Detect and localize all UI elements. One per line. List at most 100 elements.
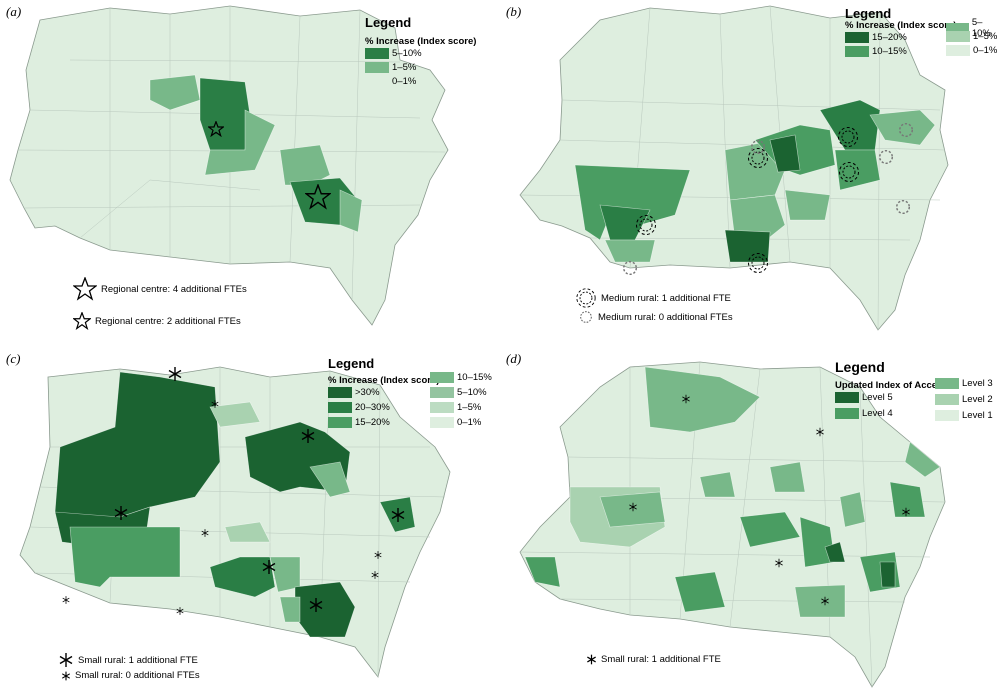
legend-swatch	[430, 417, 454, 428]
burst-small-icon	[878, 149, 894, 165]
map-c	[19, 366, 451, 678]
panel-c: (c) Legend % Increase (Index score) >30%…	[0, 347, 500, 694]
panel-a: (a) Legend % Increase (Index score) 5–10…	[0, 0, 500, 347]
burst-large-icon	[839, 162, 859, 182]
legend-item: Level 3	[935, 378, 993, 389]
legend-swatch	[935, 378, 959, 389]
legend-swatch	[935, 410, 959, 421]
asterisk-small-icon	[374, 551, 382, 559]
burst-small-icon	[750, 139, 766, 155]
legend-swatch	[845, 32, 869, 43]
burst-large-icon	[576, 288, 596, 308]
legend-title: Legend	[845, 6, 892, 21]
panel-label: (b)	[506, 4, 522, 19]
legend-item: 15–20%	[845, 32, 907, 43]
region-c8	[224, 521, 271, 543]
region-a3	[204, 109, 276, 176]
legend-swatch	[365, 48, 389, 59]
legend-item: 1–5%	[365, 62, 416, 73]
legend-swatch	[835, 408, 859, 419]
region-d8	[839, 491, 866, 528]
legend-item: 5–10%	[430, 387, 487, 398]
legend-item: Level 4	[835, 408, 893, 419]
legend-item: 20–30%	[328, 402, 390, 413]
legend-swatch	[365, 62, 389, 73]
star-large-icon	[305, 184, 331, 210]
panel-d: (d) Legend Updated Index of Access Level…	[500, 347, 1000, 694]
region-a6	[339, 189, 363, 233]
symbol-legend-row: Medium rural: 1 additional FTE	[575, 287, 731, 309]
asterisk-small-icon	[201, 529, 209, 537]
region-d16	[904, 441, 941, 478]
legend-item: 0–1%	[430, 417, 481, 428]
star-large-icon	[73, 277, 97, 301]
asterisk-small-icon	[682, 394, 690, 404]
legend-item: 1–5%	[430, 402, 481, 413]
legend-swatch	[835, 392, 859, 403]
legend-item: 0–1%	[946, 45, 997, 56]
region-a2	[199, 77, 251, 151]
legend-item: Level 1	[935, 410, 993, 421]
legend-title: Legend	[835, 359, 885, 375]
legend-swatch	[328, 387, 352, 398]
region-d1	[644, 366, 761, 433]
burst-large-icon	[838, 127, 858, 147]
legend-item: 10–15%	[430, 372, 492, 383]
burst-small-icon	[622, 260, 638, 276]
legend-swatch	[328, 402, 352, 413]
legend-swatch	[935, 394, 959, 405]
asterisk-small-icon	[775, 558, 783, 568]
legend-item: Level 5	[835, 392, 893, 403]
legend-swatch	[430, 372, 454, 383]
panel-label: (a)	[6, 4, 22, 19]
star-small-icon	[208, 121, 224, 137]
legend-swatch	[946, 45, 970, 56]
region-a1	[149, 74, 201, 111]
asterisk-small-icon	[211, 400, 219, 408]
legend-item: 10–15%	[845, 46, 907, 57]
asterisk-large-icon	[301, 429, 315, 443]
asterisk-small-icon	[371, 571, 379, 579]
region-c9	[209, 556, 276, 598]
symbol-legend-row: Regional centre: 4 additional FTEs	[73, 277, 247, 301]
asterisk-small-icon	[587, 654, 596, 665]
asterisk-large-icon	[168, 367, 182, 381]
region-b9	[834, 149, 881, 191]
legend-subtitle: % Increase (Index score)	[365, 36, 477, 47]
symbol-legend-row: Small rural: 1 additional FTE	[58, 652, 198, 668]
region-d15	[889, 481, 926, 518]
legend-swatch	[365, 76, 389, 87]
legend-item: 1–5%	[946, 31, 997, 42]
burst-large-icon	[748, 253, 768, 273]
symbol-legend-row: Small rural: 1 additional FTE	[586, 654, 721, 665]
region-d14	[769, 461, 806, 493]
burst-small-icon	[580, 311, 592, 323]
region-b12	[784, 189, 831, 221]
legend-subtitle: % Increase (Index score)	[845, 20, 957, 31]
asterisk-large-icon	[114, 506, 128, 520]
legend-swatch	[946, 22, 969, 34]
symbol-legend-row: Small rural: 0 additional FTEs	[61, 670, 200, 681]
region-d12	[794, 584, 846, 618]
region-d5	[739, 511, 801, 548]
legend-item: >30%	[328, 387, 380, 398]
asterisk-small-icon	[629, 502, 637, 512]
region-d4	[699, 471, 736, 498]
region-d7	[824, 541, 846, 563]
region-c6	[309, 461, 351, 498]
asterisk-large-icon	[391, 508, 405, 522]
asterisk-small-icon	[902, 507, 910, 517]
region-b6	[769, 134, 801, 173]
burst-small-icon	[895, 199, 911, 215]
star-small-icon	[73, 312, 91, 330]
asterisk-large-icon	[309, 598, 323, 612]
burst-large-icon	[748, 148, 768, 168]
legend-swatch	[430, 402, 454, 413]
legend-item: 5–10%	[946, 17, 1000, 39]
asterisk-large-icon	[262, 560, 276, 574]
region-d10	[879, 561, 896, 588]
legend-item: 0–1%	[365, 76, 416, 87]
legend-title: Legend	[365, 15, 412, 30]
region-c4	[209, 401, 261, 428]
panel-b: (b) Legend % Increase (Index score) 15–2…	[500, 0, 1000, 347]
